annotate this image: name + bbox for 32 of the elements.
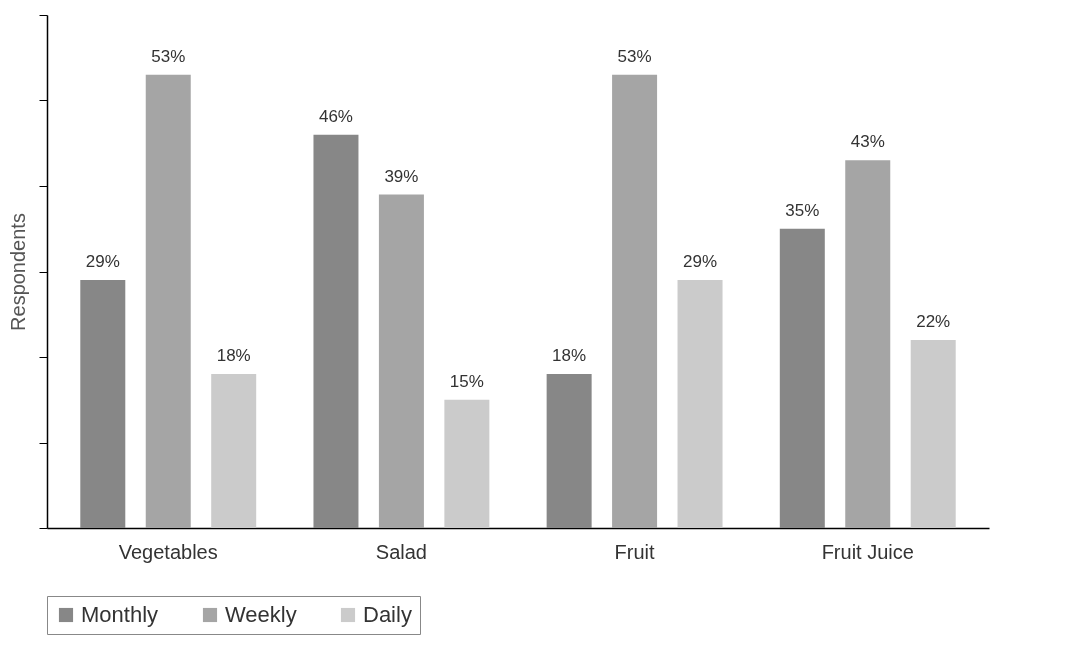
bar	[313, 134, 359, 528]
bar	[910, 339, 956, 528]
bar	[80, 280, 126, 528]
bar	[845, 160, 891, 528]
bar	[378, 194, 424, 528]
bar	[145, 74, 191, 528]
x-tick-label: Vegetables	[118, 540, 218, 563]
legend-label: Weekly	[225, 602, 297, 627]
x-tick-label: Fruit	[614, 540, 656, 563]
bar	[612, 74, 658, 528]
data-label: 35%	[785, 200, 820, 220]
data-label: 53%	[151, 46, 186, 66]
data-label: 29%	[683, 252, 718, 272]
x-tick-label: Salad	[375, 540, 427, 563]
y-axis-title: Respondents	[7, 213, 29, 331]
data-label: 15%	[449, 371, 484, 391]
data-label: 46%	[318, 106, 353, 126]
x-tick-label: Fruit Juice	[821, 540, 914, 563]
legend-label: Daily	[363, 602, 412, 627]
bar	[546, 374, 592, 528]
data-label: 22%	[916, 311, 951, 331]
bar	[211, 374, 257, 528]
data-label: 39%	[384, 166, 419, 186]
data-label: 18%	[552, 346, 587, 366]
data-label: 29%	[85, 252, 120, 272]
data-label: 43%	[850, 132, 885, 152]
bar	[677, 280, 723, 528]
bar	[779, 228, 825, 528]
legend-label: Monthly	[81, 602, 159, 627]
data-label: 53%	[617, 46, 652, 66]
data-label: 18%	[216, 346, 251, 366]
bar	[444, 399, 490, 528]
